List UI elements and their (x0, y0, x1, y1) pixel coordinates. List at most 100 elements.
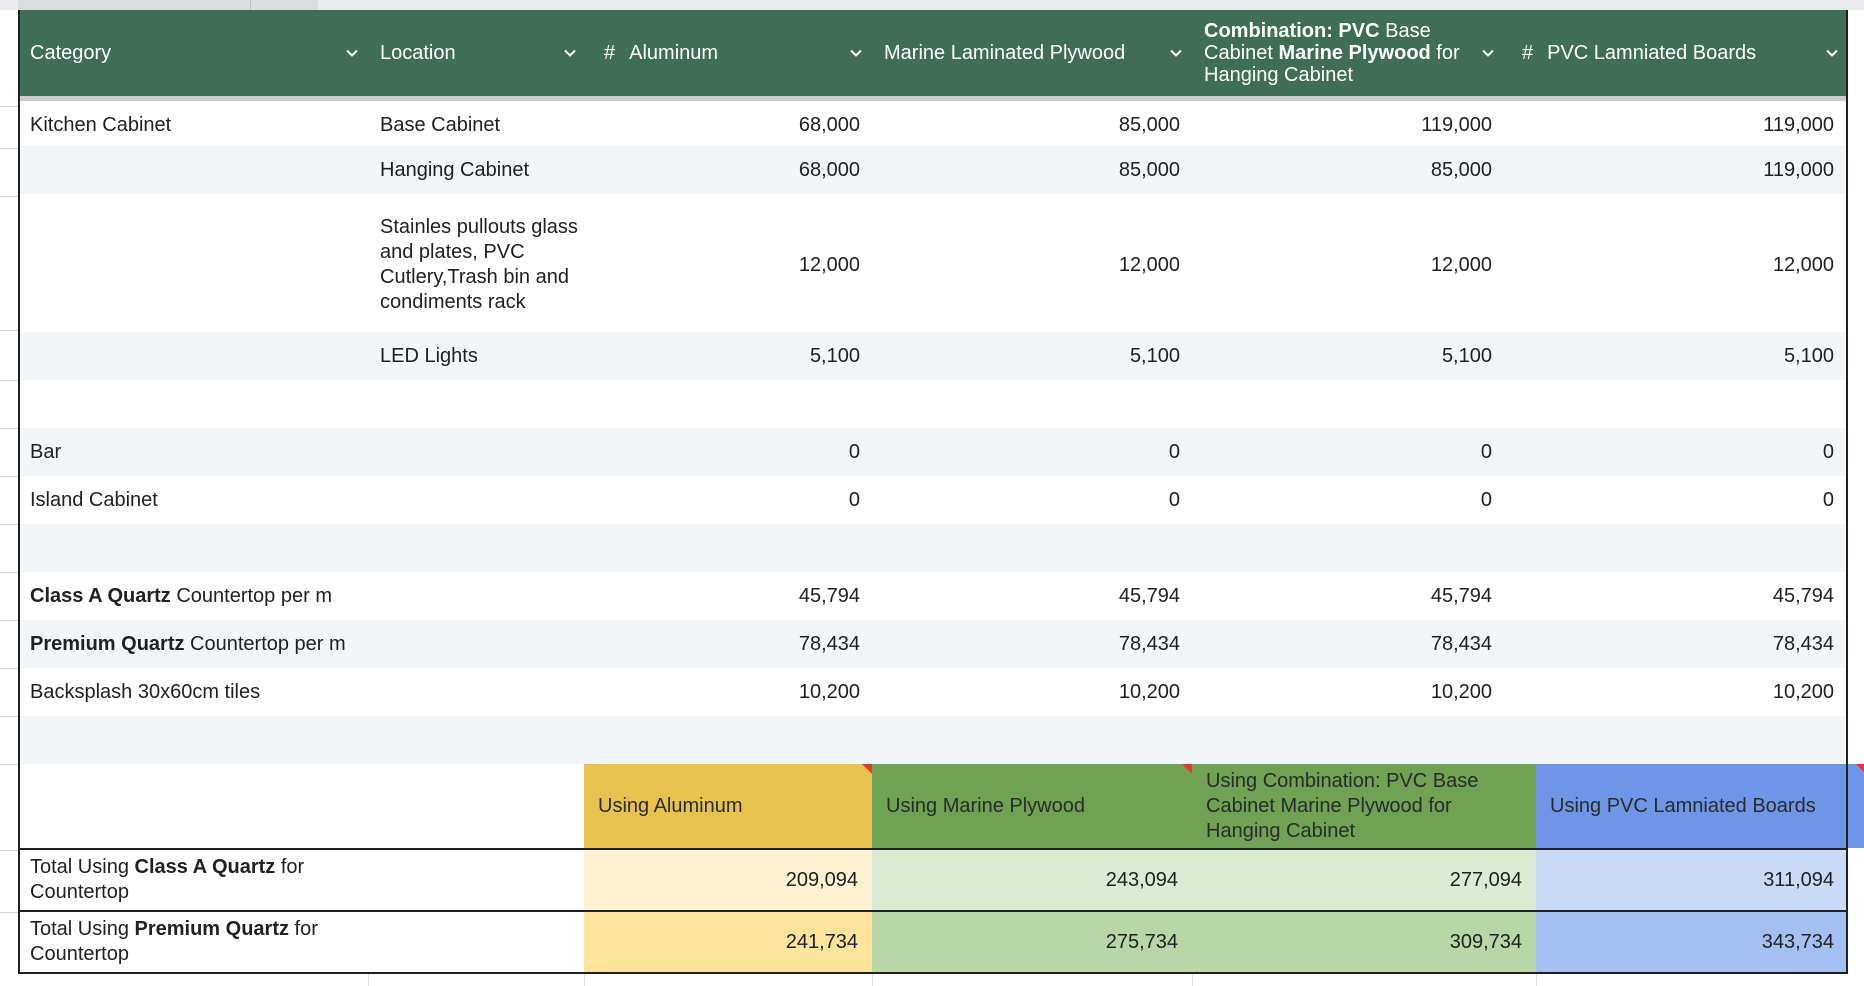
summary-border (18, 972, 1848, 974)
cell-marine[interactable]: 85,000 (1118, 159, 1180, 181)
cell-aluminum[interactable]: 45,794 (798, 585, 860, 607)
grid-line (872, 974, 873, 986)
summary-header-combination[interactable]: Using Combination: PVC Base Cabinet Mari… (1192, 764, 1536, 848)
column-header-combination[interactable]: Combination: PVC Base Cabinet Marine Ply… (1192, 10, 1504, 96)
cell-aluminum[interactable]: 5,100 (809, 345, 860, 367)
cell-pvc[interactable]: 12,000 (1772, 254, 1834, 276)
cell-pvc[interactable]: 45,794 (1772, 585, 1834, 607)
cell-aluminum[interactable]: 12,000 (798, 254, 860, 276)
cell-marine[interactable]: 10,200 (1118, 681, 1180, 703)
summary-value-combination[interactable]: 277,094 (1192, 850, 1536, 910)
cell-location[interactable]: Base Cabinet (380, 114, 501, 136)
category-bold-part: Premium Quartz (30, 633, 185, 655)
number-type-icon: # (1522, 41, 1534, 64)
cell-location[interactable]: LED Lights (380, 345, 478, 367)
gutter-line (0, 196, 18, 197)
cell-marine[interactable]: 12,000 (1118, 254, 1180, 276)
chevron-down-icon[interactable] (1826, 47, 1838, 59)
cell-pvc[interactable]: 0 (1822, 441, 1834, 463)
cell-category[interactable]: Island Cabinet (30, 489, 158, 511)
comment-marker-icon[interactable] (862, 764, 872, 774)
cell-pvc[interactable]: 0 (1822, 489, 1834, 511)
summary-header-marine[interactable]: Using Marine Plywood (872, 764, 1192, 848)
column-header-location[interactable]: Location (368, 10, 586, 96)
cell-combo[interactable]: 0 (1480, 441, 1492, 463)
row-band (18, 332, 1848, 380)
summary-value-pvc[interactable]: 343,734 (1536, 912, 1848, 972)
summary-value-marine[interactable]: 275,734 (872, 912, 1192, 972)
cell-aluminum[interactable]: 10,200 (798, 681, 860, 703)
cell-category[interactable]: Kitchen Cabinet (30, 114, 172, 136)
grid-line (368, 974, 369, 986)
chevron-down-icon[interactable] (1170, 47, 1182, 59)
cell-marine[interactable]: 5,100 (1129, 345, 1180, 367)
summary-header-label: Using Combination: PVC Base Cabinet Mari… (1206, 769, 1479, 842)
comment-marker-icon[interactable] (1856, 764, 1864, 774)
cell-combo[interactable]: 12,000 (1430, 254, 1492, 276)
cell-combo[interactable]: 5,100 (1441, 345, 1492, 367)
cell-marine[interactable]: 0 (1168, 489, 1180, 511)
column-header-label: PVC Lamniated Boards (1547, 42, 1757, 64)
cell-marine[interactable]: 45,794 (1118, 585, 1180, 607)
summary-value-aluminum[interactable]: 241,734 (584, 912, 872, 972)
cell-category[interactable]: Premium Quartz Countertop per m (30, 620, 390, 668)
column-header-category[interactable]: Category (18, 10, 368, 96)
cell-aluminum[interactable]: 68,000 (798, 159, 860, 181)
sheet-top-divider (250, 0, 251, 10)
summary-label-premium[interactable]: Total Using Premium Quartz for Counterto… (30, 912, 360, 972)
grid-line (584, 974, 585, 986)
summary-label-class-a[interactable]: Total Using Class A Quartz for Counterto… (30, 850, 360, 910)
column-header-pvc[interactable]: # PVC Lamniated Boards (1504, 10, 1848, 96)
cell-pvc[interactable]: 10,200 (1772, 681, 1834, 703)
header-combo-bold-2: Marine Plywood (1278, 42, 1431, 64)
cell-pvc[interactable]: 78,434 (1772, 633, 1834, 655)
cell-combo[interactable]: 85,000 (1430, 159, 1492, 181)
cell-aluminum[interactable]: 0 (848, 441, 860, 463)
summary-value-combination[interactable]: 309,734 (1192, 912, 1536, 972)
chevron-down-icon[interactable] (346, 47, 358, 59)
cell-category[interactable]: Bar (30, 441, 62, 463)
gutter-line (0, 850, 18, 851)
summary-header-aluminum[interactable]: Using Aluminum (584, 764, 872, 848)
summary-value-marine[interactable]: 243,094 (872, 850, 1192, 910)
cell-combo[interactable]: 119,000 (1421, 114, 1492, 136)
cell-location[interactable]: Stainles pullouts glass and plates, PVC … (380, 216, 578, 313)
cell-pvc[interactable]: 119,000 (1763, 114, 1834, 136)
cell-combo[interactable]: 45,794 (1430, 585, 1492, 607)
cell-pvc[interactable]: 5,100 (1783, 345, 1834, 367)
header-combo-text-1: Base Cabinet (1204, 20, 1431, 64)
gutter-line (0, 148, 18, 149)
cell-category[interactable]: Backsplash 30x60cm tiles (30, 681, 261, 703)
grid-line (1536, 974, 1537, 986)
cell-combo[interactable]: 0 (1480, 489, 1492, 511)
chevron-down-icon[interactable] (1482, 47, 1494, 59)
chevron-down-icon[interactable] (564, 47, 576, 59)
header-divider (18, 96, 1848, 101)
cell-marine[interactable]: 78,434 (1118, 633, 1180, 655)
sheet-top-strip (0, 0, 1864, 10)
summary-value-pvc[interactable]: 311,094 (1536, 850, 1848, 910)
chevron-down-icon[interactable] (850, 47, 862, 59)
cell-marine[interactable]: 85,000 (1118, 114, 1180, 136)
cell-marine[interactable]: 0 (1168, 441, 1180, 463)
summary-value-aluminum[interactable]: 209,094 (584, 850, 872, 910)
cell-combo[interactable]: 78,434 (1430, 633, 1492, 655)
cell-location[interactable]: Hanging Cabinet (380, 159, 529, 181)
summary-label-pre: Total Using (30, 856, 135, 878)
comment-marker-icon[interactable] (1182, 764, 1192, 774)
cell-aluminum[interactable]: 0 (848, 489, 860, 511)
summary-header-pvc[interactable]: Using PVC Lamniated Boards (1536, 764, 1864, 848)
cell-category[interactable]: Class A Quartz Countertop per m (30, 572, 390, 620)
column-header-aluminum[interactable]: # Aluminum (586, 10, 872, 96)
cell-aluminum[interactable]: 78,434 (798, 633, 860, 655)
gutter-line (0, 380, 18, 381)
column-header-marine[interactable]: Marine Laminated Plywood (872, 10, 1192, 96)
cell-pvc[interactable]: 119,000 (1763, 159, 1834, 181)
cell-combo[interactable]: 10,200 (1430, 681, 1492, 703)
column-header-label: Combination: PVC Base Cabinet Marine Ply… (1204, 20, 1482, 86)
row-band (18, 716, 1848, 764)
column-header-label: Aluminum (629, 42, 719, 64)
category-bold-part: Class A Quartz (30, 585, 171, 607)
summary-label-pre: Total Using (30, 918, 135, 940)
cell-aluminum[interactable]: 68,000 (798, 114, 860, 136)
